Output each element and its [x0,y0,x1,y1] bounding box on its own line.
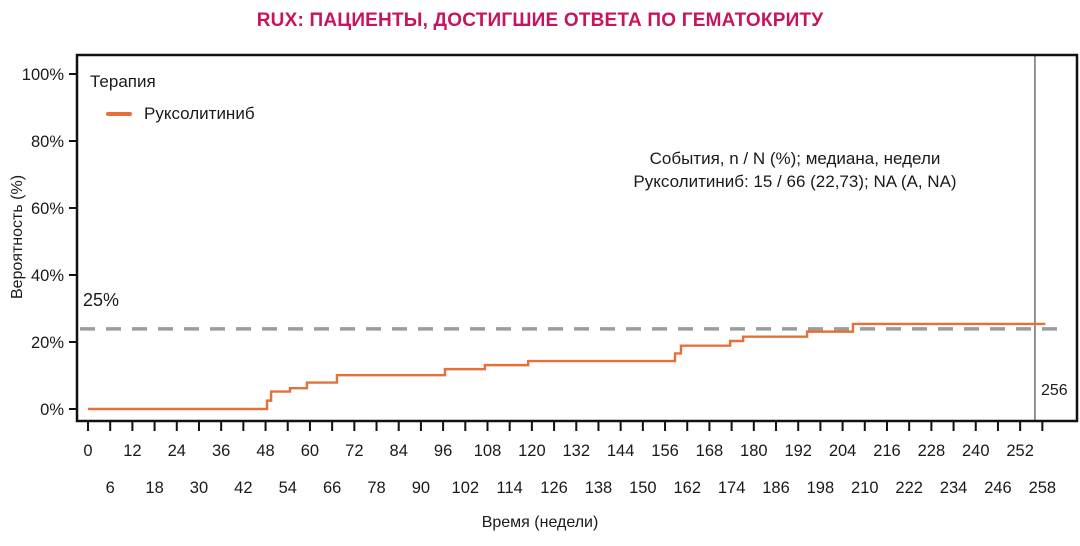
y-axis-label: Вероятность (%) [9,174,26,300]
x-tick-label-row1: 168 [696,442,724,460]
legend-series-label: Руксолитиниб [144,104,255,123]
x-tick-label-row1: 48 [256,442,274,460]
events-annotation-header: События, n / N (%); медиана, недели [649,149,941,168]
legend-title: Терапия [90,72,156,91]
x-tick-label-row1: 60 [301,442,319,460]
x-tick-label-row1: 0 [83,442,92,460]
x-tick-label-row2: 54 [279,479,297,497]
x-tick-label-row1: 240 [962,442,990,460]
y-tick-label: 40% [31,267,64,285]
x-tick-label-row2: 18 [145,479,163,497]
x-tick-label-row2: 78 [367,479,385,497]
x-tick-label-row2: 138 [585,479,613,497]
x-tick-label-row2: 102 [452,479,480,497]
x-tick-label-row2: 66 [323,479,341,497]
x-tick-label-row1: 192 [784,442,812,460]
x-axis-label: Время (недели) [481,514,599,531]
km-step-curve [88,322,1046,411]
x-tick-label-row2: 30 [190,479,208,497]
chart-title: RUX: ПАЦИЕНТЫ, ДОСТИГШИЕ ОТВЕТА ПО ГЕМАТ… [256,10,824,31]
x-tick-label-row1: 216 [873,442,901,460]
censor-week-label: 256 [1041,382,1068,399]
x-tick-label-row2: 258 [1029,479,1057,497]
y-tick-label: 80% [31,133,64,151]
events-annotation: События, n / N (%); медиана, недели Рукс… [570,147,1020,193]
x-tick-label-row2: 222 [895,479,923,497]
x-tick-label-row1: 84 [390,442,408,460]
y-tick-label: 0% [40,401,64,419]
x-tick-label-row2: 42 [234,479,252,497]
x-tick-label-row2: 174 [718,479,746,497]
x-tick-label-row2: 246 [984,479,1012,497]
x-tick-label-row1: 24 [168,442,186,460]
x-tick-label-row1: 204 [829,442,857,460]
x-tick-label-row1: 120 [518,442,546,460]
x-tick-label-row2: 198 [807,479,835,497]
events-annotation-value: Руксолитиниб: 15 / 66 (22,73); NA (A, NA… [633,172,957,191]
y-axis-ticks: 0% 20% 40% 60% 80% 100% [22,66,77,419]
x-tick-label-row2: 90 [412,479,430,497]
x-tick-label-row2: 162 [673,479,701,497]
x-tick-label-row1: 72 [345,442,363,460]
y-tick-label: 20% [31,334,64,352]
x-tick-label-row1: 156 [651,442,679,460]
y-tick-label: 60% [31,200,64,218]
x-tick-label-row2: 186 [762,479,790,497]
legend-item-ruxolitinib: Руксолитиниб [106,104,255,124]
x-tick-label-row1: 96 [434,442,452,460]
x-tick-label-row2: 234 [940,479,968,497]
x-tick-label-row1: 180 [740,442,768,460]
x-tick-label-row2: 6 [106,479,115,497]
x-axis-ticks: 0 12 24 36 48 60 72 84 96 108 120 132 144 156 168 180 19… [83,421,1056,497]
y-tick-label: 100% [22,66,65,84]
x-tick-label-row2: 150 [629,479,657,497]
orange-line-swatch-icon [106,112,132,116]
x-tick-label-row1: 12 [123,442,141,460]
x-tick-label-row1: 252 [1006,442,1034,460]
x-tick-label-row1: 36 [212,442,230,460]
x-tick-label-row1: 144 [607,442,635,460]
x-tick-label-row2: 210 [851,479,879,497]
x-tick-label-row1: 108 [474,442,502,460]
x-tick-label-row2: 126 [540,479,568,497]
x-tick-label-row1: 228 [918,442,946,460]
x-tick-label-row1: 132 [563,442,591,460]
x-tick-label-row2: 114 [497,479,523,497]
threshold-25pct-label: 25% [83,290,120,310]
